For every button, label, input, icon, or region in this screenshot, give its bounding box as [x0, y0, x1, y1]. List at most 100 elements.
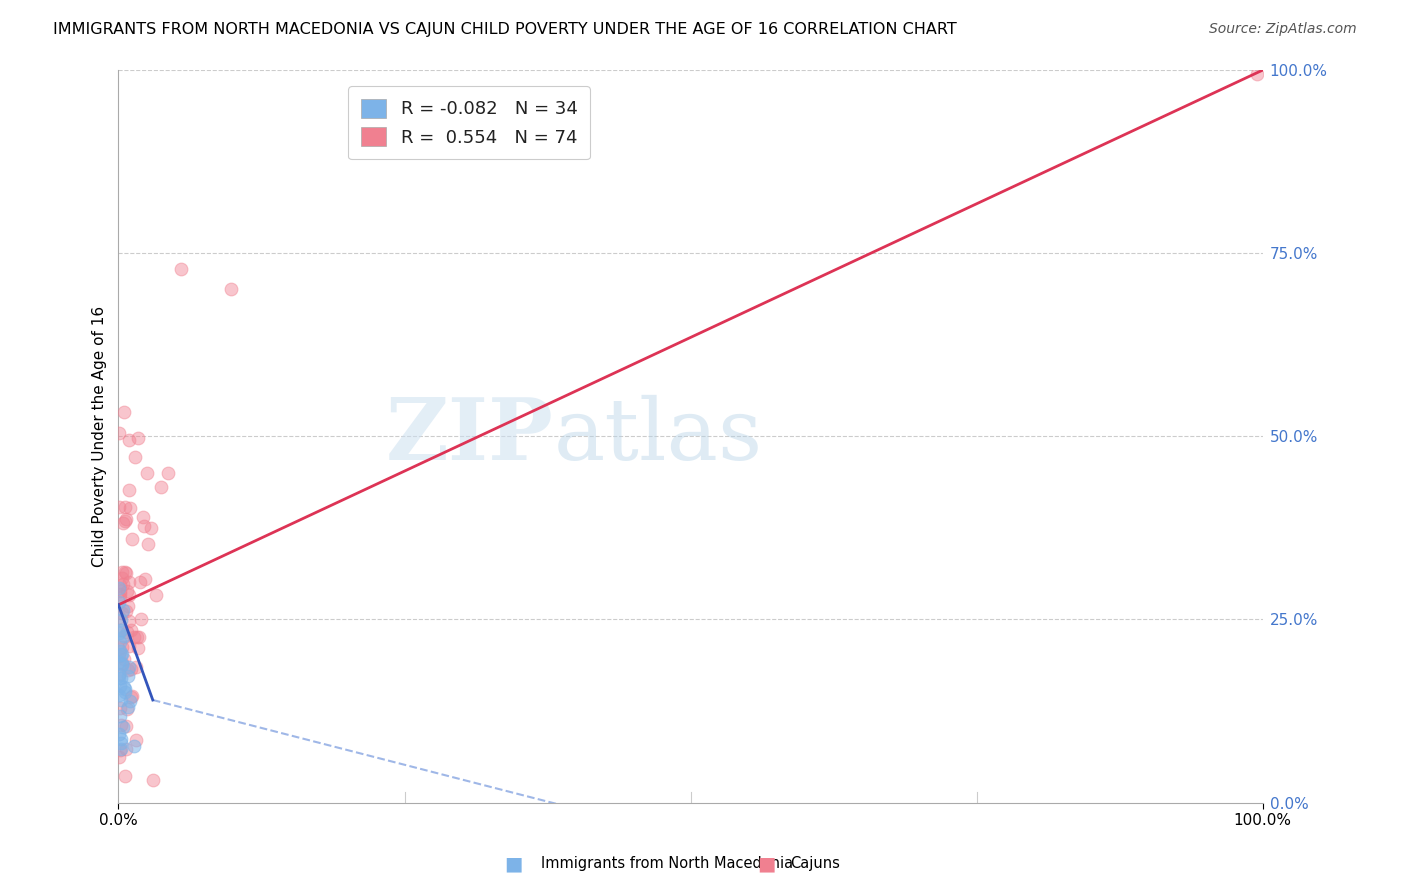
Point: [170, 261, 193, 276]
Point: [110, 718, 132, 732]
Point: [110, 679, 132, 693]
Point: [118, 575, 141, 590]
Point: [108, 743, 131, 757]
Point: [117, 640, 139, 654]
Point: [115, 742, 138, 756]
Point: [107, 688, 129, 702]
Point: [115, 511, 138, 525]
Point: [120, 694, 142, 708]
Point: [108, 642, 131, 657]
Text: Source: ZipAtlas.com: Source: ZipAtlas.com: [1209, 22, 1357, 37]
Point: [112, 630, 135, 644]
Text: ZIP: ZIP: [385, 394, 554, 478]
Point: [111, 721, 134, 735]
Point: [129, 575, 152, 590]
Point: [110, 623, 132, 637]
Point: [122, 739, 145, 753]
Point: [124, 450, 146, 464]
Point: [125, 660, 148, 674]
Point: [115, 702, 138, 716]
Point: [125, 732, 148, 747]
Point: [117, 663, 139, 677]
Point: [111, 565, 134, 579]
Point: [110, 648, 132, 662]
Point: [120, 623, 142, 637]
Point: [117, 599, 139, 614]
Point: [128, 630, 150, 644]
Point: [114, 685, 136, 699]
Point: [114, 565, 136, 579]
Point: [108, 425, 131, 440]
Point: [114, 514, 136, 528]
Point: [129, 612, 152, 626]
Point: [110, 701, 132, 715]
Point: [108, 655, 131, 669]
Point: [108, 500, 131, 514]
Point: [111, 657, 134, 672]
Point: [132, 510, 155, 524]
Point: [135, 466, 157, 480]
Point: [110, 584, 132, 599]
Point: [115, 566, 138, 580]
Point: [117, 625, 139, 640]
Text: ■: ■: [503, 854, 523, 873]
Text: ■: ■: [756, 854, 776, 873]
Point: [120, 690, 142, 705]
Point: [117, 669, 139, 683]
Point: [127, 640, 149, 655]
Point: [110, 742, 132, 756]
Point: [108, 709, 131, 723]
Point: [108, 727, 131, 741]
Point: [136, 537, 159, 551]
Point: [111, 658, 134, 673]
Point: [111, 603, 134, 617]
Point: [219, 281, 242, 295]
Point: [127, 431, 149, 445]
Point: [110, 672, 132, 686]
Point: [111, 576, 134, 591]
Point: [117, 700, 139, 714]
Point: [121, 532, 143, 546]
Legend: R = -0.082   N = 34, R =  0.554   N = 74: R = -0.082 N = 34, R = 0.554 N = 74: [349, 87, 591, 160]
Point: [142, 773, 165, 788]
Point: [108, 667, 131, 681]
Point: [110, 736, 132, 750]
Point: [107, 582, 129, 596]
Point: [108, 591, 131, 605]
Text: IMMIGRANTS FROM NORTH MACEDONIA VS CAJUN CHILD POVERTY UNDER THE AGE OF 16 CORRE: IMMIGRANTS FROM NORTH MACEDONIA VS CAJUN…: [53, 22, 957, 37]
Point: [112, 404, 135, 418]
Point: [108, 595, 131, 609]
Point: [157, 466, 180, 480]
Point: [114, 769, 136, 783]
Point: [115, 604, 138, 618]
Point: [132, 519, 155, 533]
Point: [124, 630, 146, 644]
Text: Cajuns: Cajuns: [790, 856, 839, 871]
Point: [117, 483, 139, 497]
Point: [110, 578, 132, 592]
Point: [108, 609, 131, 624]
Point: [110, 613, 132, 627]
Point: [145, 588, 167, 602]
Point: [107, 671, 129, 685]
Point: [114, 500, 136, 515]
Point: [120, 500, 142, 515]
Point: [112, 516, 135, 530]
Point: [118, 660, 141, 674]
Point: [127, 630, 149, 644]
Point: [108, 749, 131, 764]
Point: [118, 434, 141, 448]
Point: [111, 640, 134, 655]
Text: atlas: atlas: [554, 394, 762, 478]
Point: [139, 521, 162, 535]
Point: [134, 573, 156, 587]
Point: [112, 629, 135, 643]
Point: [114, 681, 136, 696]
Point: [108, 644, 131, 658]
Point: [110, 732, 132, 747]
Point: [115, 718, 138, 732]
Point: [107, 625, 129, 640]
Y-axis label: Child Poverty Under the Age of 16: Child Poverty Under the Age of 16: [93, 306, 107, 566]
Point: [121, 689, 143, 703]
Point: [111, 606, 134, 620]
